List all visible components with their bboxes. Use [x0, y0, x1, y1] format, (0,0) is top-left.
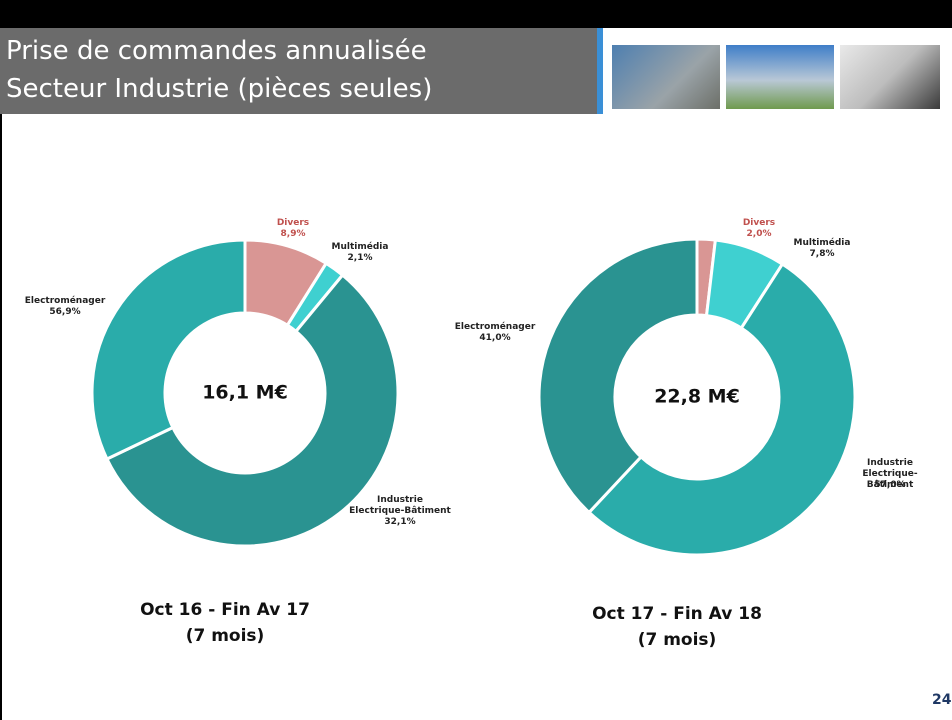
value-label: 7,8%	[809, 249, 835, 259]
title-box	[0, 28, 597, 114]
center-label: 16,1 M€	[202, 382, 288, 404]
value-label: 56,9%	[49, 307, 81, 317]
slice-label: Industrie Electrique-Bâtiment	[862, 458, 918, 490]
slice-label: Electroménager	[24, 296, 106, 306]
slice-label: Multimédia	[331, 242, 389, 252]
caption: Oct 17 - Fin Av 18	[592, 604, 762, 624]
slice-label: Multimédia	[793, 238, 851, 248]
slice	[90, 238, 247, 462]
page-number: 24	[932, 692, 952, 708]
left-border	[0, 28, 2, 720]
slice-label: Electroménager	[454, 322, 536, 332]
value-label: 32,1%	[384, 517, 416, 527]
caption: (7 mois)	[637, 630, 717, 650]
top-bar	[0, 0, 952, 28]
title-strip	[597, 28, 603, 114]
photo	[612, 45, 720, 109]
slice	[537, 237, 699, 515]
center-label: 22,8 M€	[654, 386, 740, 408]
slice	[104, 272, 400, 548]
photo	[840, 45, 940, 109]
slice-label: Divers	[742, 218, 776, 228]
slice-label: Industrie Electrique-Bâtiment	[349, 495, 451, 516]
caption: (7 mois)	[185, 626, 265, 646]
value-label: 8,9%	[280, 229, 306, 239]
title-line: Secteur Industrie (pièces seules)	[6, 74, 433, 104]
value-label: 2,0%	[746, 229, 772, 239]
slice	[586, 262, 857, 557]
value-label: 41,0%	[479, 333, 511, 343]
caption: Oct 16 - Fin Av 17	[140, 600, 310, 620]
slice-label: Divers	[276, 218, 310, 228]
value-label: 57,0%	[874, 480, 906, 490]
title-line: Prise de commandes annualisée	[6, 36, 427, 66]
value-label: 2,1%	[347, 253, 373, 263]
photo	[726, 45, 834, 109]
